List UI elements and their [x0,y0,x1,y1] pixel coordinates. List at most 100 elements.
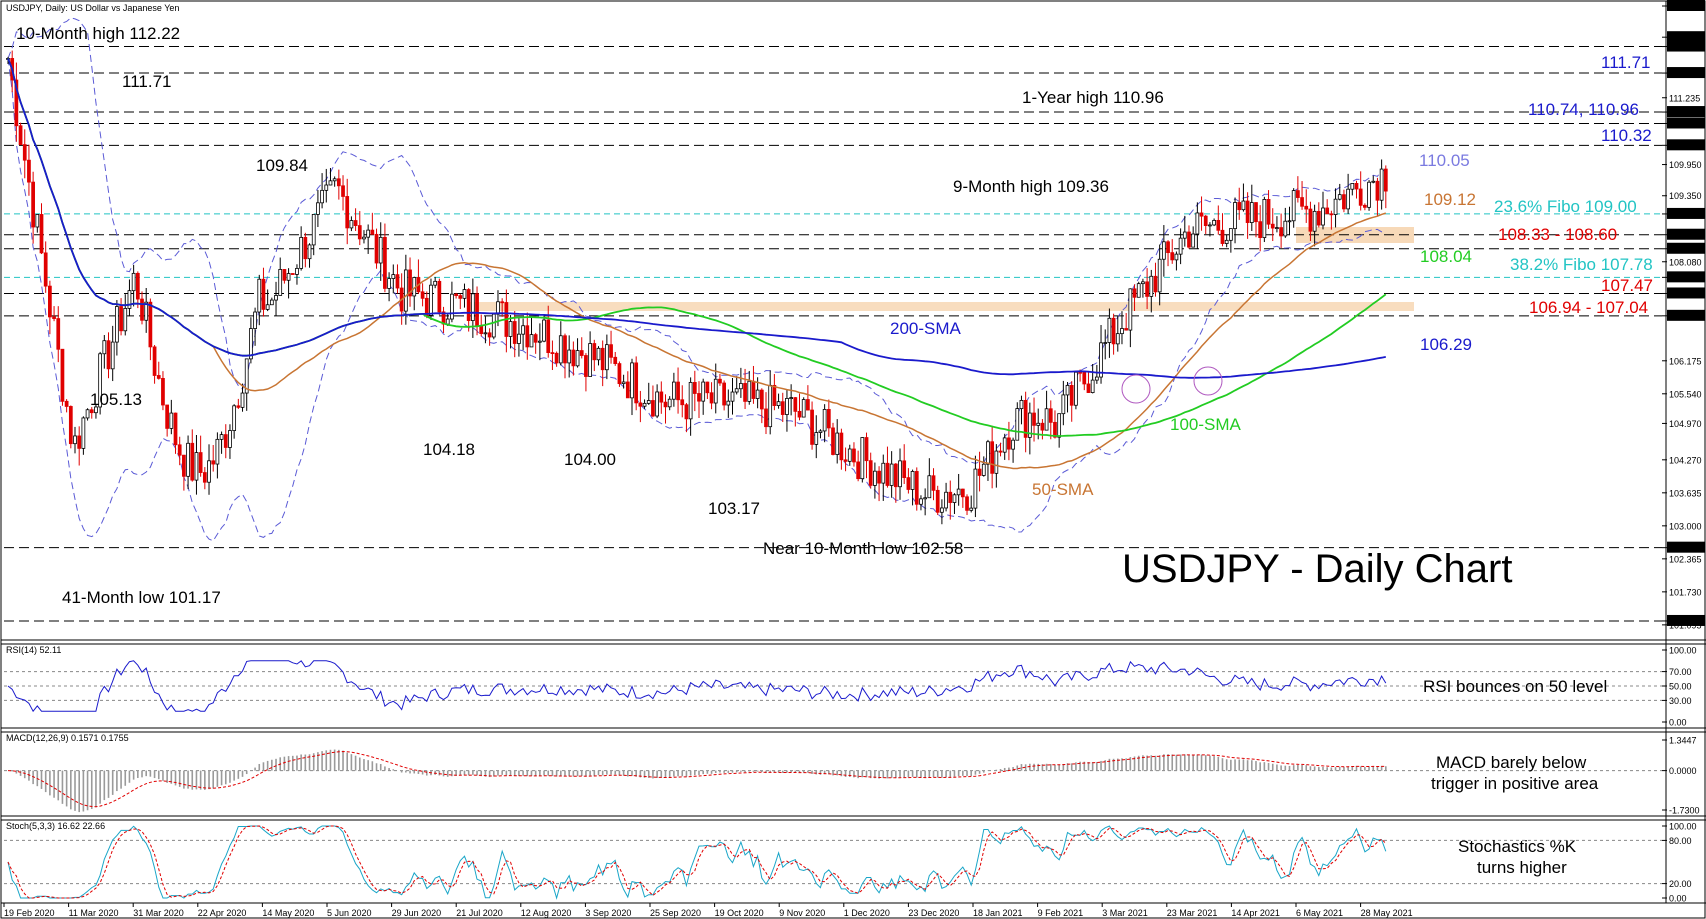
candle-body [688,382,693,420]
level-label-11032: 110.32 [1601,126,1652,145]
bollinger-upper [7,17,1386,464]
candle-body [1371,180,1376,183]
candle-body [1161,241,1166,260]
candle-body [743,383,747,402]
candle-body [634,362,639,404]
candle-body [458,295,463,299]
macd-tick-label-2: -1.7300 [1669,806,1700,816]
annot-9-month-high: 9-Month high 109.36 [953,177,1109,196]
candle-body [613,356,618,364]
candle-body [249,328,253,360]
stoch-tick-label-2: 20.00 [1669,879,1692,889]
annot-10-month-high: 10-Month high 112.22 [16,24,180,43]
candle-body [1333,198,1338,215]
time-tick-label-6: 29 Jun 2020 [392,908,442,918]
stoch-header: Stoch(5,3,3) 16.62 22.66 [6,821,105,831]
candle-body [906,477,911,490]
candle-body [395,274,400,289]
candle-body [584,355,588,377]
candle-body [336,178,341,187]
candle-body [621,381,626,385]
macd-tick-label-0: 1.3447 [1669,736,1697,746]
candle-body [517,333,521,344]
candle-body [98,353,102,408]
candle-body [1128,288,1133,331]
stoch-tick-label-0: 100.00 [1669,822,1697,832]
candle-body [592,343,597,361]
time-tick-label-3: 22 Apr 2020 [198,908,247,918]
candle-body [986,441,990,465]
candle-body [1266,199,1271,225]
price-tick-badge-14 [1667,271,1705,283]
candle-body [240,392,245,408]
candle-body [776,401,781,406]
candle-body [106,340,111,370]
candle-body [1245,200,1250,223]
candle-body [161,378,165,406]
level-label-10912: 109.12 [1424,190,1476,209]
candle-body [596,347,601,361]
candle-body [169,412,174,429]
candle-body [1212,219,1216,226]
candle-body [935,489,940,513]
candle-body [940,507,944,513]
candle-body [18,125,23,146]
price-tick-label-1: 112.400 [1669,33,1701,43]
candle-body [697,393,701,402]
stoch-tick-label-3: 0.00 [1669,894,1687,904]
price-tick-label-21: 103.635 [1669,488,1702,498]
candle-body [651,400,655,417]
candle-body [454,293,458,296]
candle-body [663,401,668,408]
candle-body [1057,413,1062,438]
candle-body [969,507,974,511]
candle-body [600,347,605,371]
candle-body [1375,180,1380,201]
candle-body [625,381,630,399]
candle-body [491,313,496,338]
candle-body [186,442,190,477]
annot-41-month-low: 41-Month low 101.17 [62,588,221,607]
candle-body [378,236,383,264]
time-tick-label-14: 23 Dec 2020 [908,908,959,918]
candle-body [931,475,936,491]
rsi-note: RSI bounces on 50 level [1423,677,1607,696]
candle-body [1342,194,1346,210]
candle-body [630,362,634,399]
candle-body [944,491,948,509]
candle-body [898,460,902,488]
candle-body [39,214,44,254]
price-tick-label-15: 107.470 [1669,289,1702,299]
candle-body [1136,283,1141,298]
candle-body [826,409,831,429]
candle-body [873,470,877,486]
candle-body [14,79,19,127]
candle-body [1275,227,1279,229]
candle-body [885,462,890,486]
candle-body [793,397,798,412]
candle-body [852,448,856,463]
candle-body [1379,168,1384,201]
candle-body [1270,223,1275,229]
candle-body [1120,328,1124,335]
annot-10984: 109.84 [256,156,308,175]
cross-marker-2 [1193,366,1223,396]
candle-body [433,280,438,286]
candle-body [1124,328,1129,331]
candle-body [140,298,144,321]
candle-body [709,392,714,404]
candle-body [316,202,320,215]
label-50-sma: 50-SMA [1032,480,1094,499]
candle-body [579,350,584,356]
bollinger-lower [7,58,1386,542]
annot-10418: 104.18 [423,440,475,459]
price-tick-label-0: 113.000 [1669,2,1701,12]
candle-body [1023,399,1028,438]
candle-body [307,244,312,260]
rsi-line [7,660,1387,713]
candle-body [1170,252,1175,261]
price-tick-label-4: 111.235 [1669,93,1700,103]
candle-body [1145,281,1149,297]
candle-body [810,409,814,445]
candle-body [567,349,572,364]
